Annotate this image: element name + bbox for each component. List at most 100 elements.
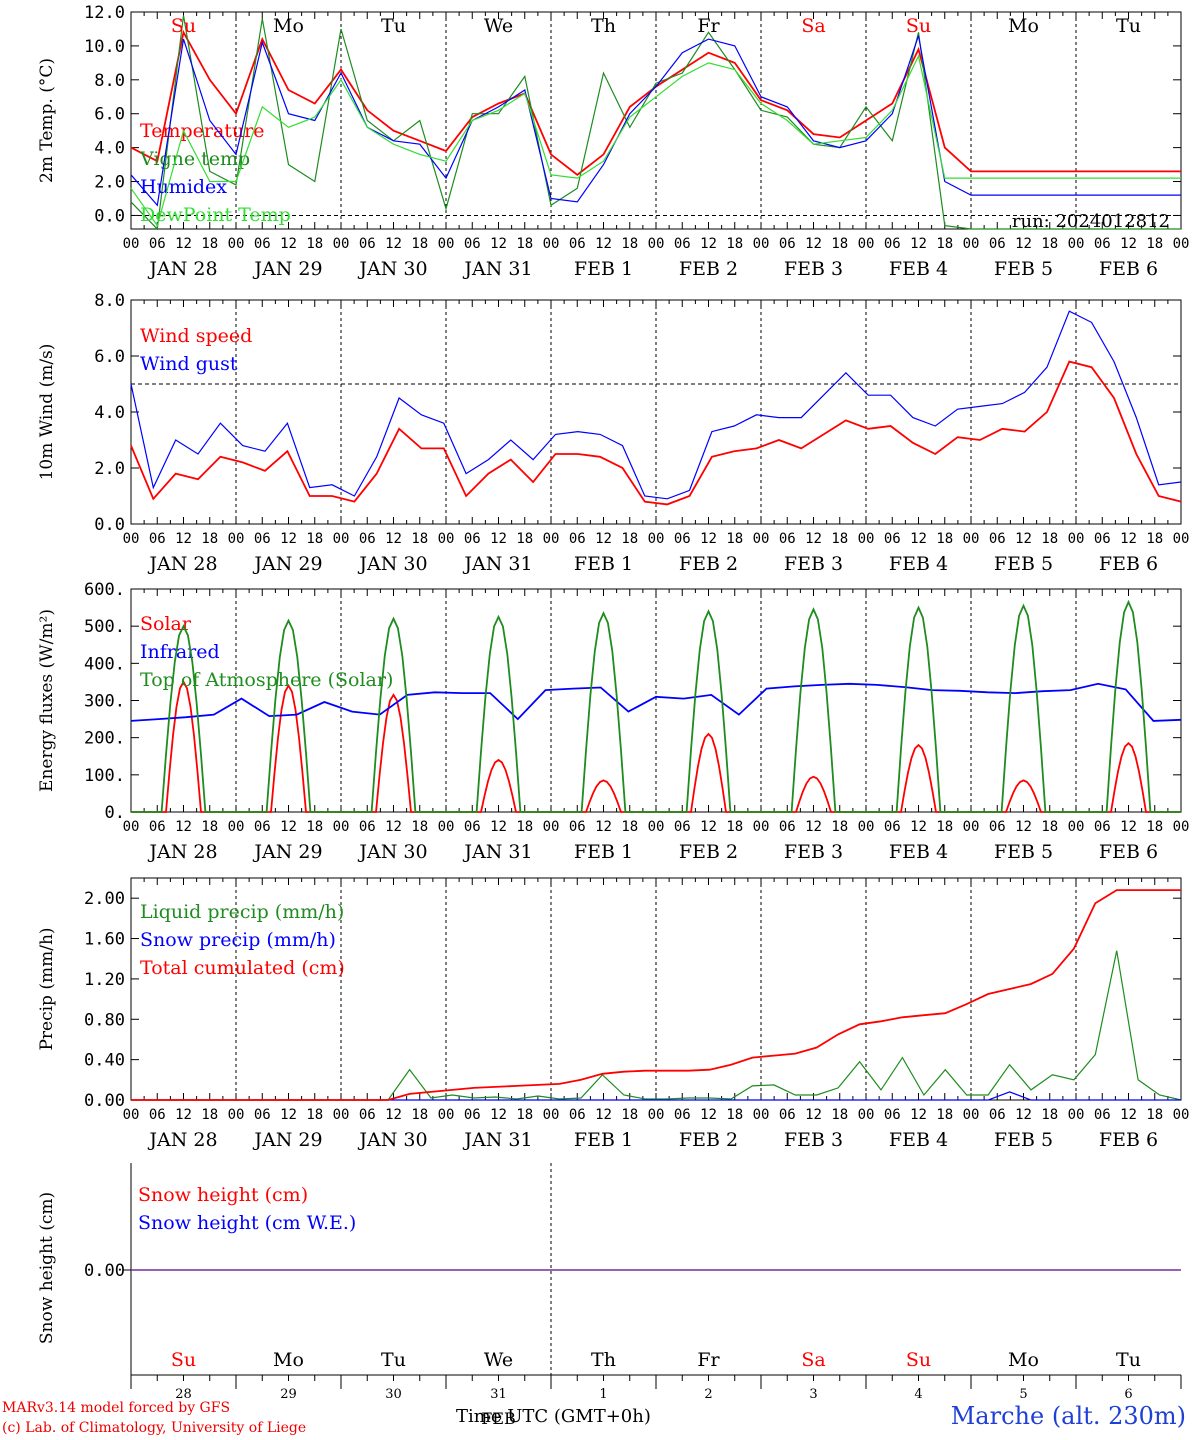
hour-tick-label: 00 (543, 819, 560, 835)
hour-tick-label: 18 (1041, 819, 1058, 835)
day-label: FEB 4 (889, 1129, 948, 1151)
hour-tick-label: 18 (306, 531, 323, 547)
hour-tick-label: 18 (201, 531, 218, 547)
hour-tick-label: 00 (648, 531, 665, 547)
weekday-label: Sa (801, 15, 825, 37)
hour-tick-label: 18 (726, 531, 743, 547)
legend-entry: Solar (140, 613, 192, 635)
ytick-label: 100. (84, 766, 125, 786)
legend-entry: Wind gust (140, 353, 238, 375)
day-label: JAN 30 (357, 841, 427, 863)
hour-tick-label: 00 (963, 236, 980, 252)
ytick-label: 12.0 (84, 3, 125, 23)
hour-tick-label: 18 (726, 1107, 743, 1123)
day-number-label: 1 (599, 1387, 607, 1402)
hour-tick-label: 06 (779, 819, 796, 835)
hour-tick-label: 18 (1041, 1107, 1058, 1123)
hour-tick-label: 18 (621, 1107, 638, 1123)
weekday-label: Fr (697, 15, 720, 37)
legend-entry: Vigne temp (139, 148, 250, 170)
weekday-label: Mo (273, 15, 304, 37)
ytick-label: 8.0 (94, 71, 125, 91)
hour-tick-label: 12 (1120, 819, 1137, 835)
day-number-label: 28 (175, 1387, 192, 1402)
day-label: FEB 2 (679, 1129, 738, 1151)
hour-tick-label: 00 (123, 531, 140, 547)
hour-tick-label: 06 (779, 1107, 796, 1123)
hour-tick-label: 00 (438, 531, 455, 547)
hour-tick-label: 06 (464, 531, 481, 547)
hour-tick-label: 12 (595, 1107, 612, 1123)
hour-tick-label: 06 (359, 1107, 376, 1123)
hour-tick-label: 18 (306, 819, 323, 835)
hour-tick-label: 12 (805, 819, 822, 835)
hour-tick-label: 12 (175, 236, 192, 252)
day-label: FEB 3 (784, 841, 843, 863)
hour-tick-label: 12 (1015, 1107, 1032, 1123)
day-label: FEB 1 (574, 841, 633, 863)
hour-tick-label: 12 (175, 1107, 192, 1123)
hour-tick-label: 18 (726, 819, 743, 835)
day-label: FEB 5 (994, 841, 1053, 863)
ytick-label: 4.0 (94, 403, 125, 423)
ytick-label: 2.00 (84, 889, 125, 909)
hour-tick-label: 06 (569, 236, 586, 252)
day-label: FEB 4 (889, 841, 948, 863)
ytick-label: 600. (84, 580, 125, 600)
day-label: FEB 5 (994, 553, 1053, 575)
hour-tick-label: 18 (621, 531, 638, 547)
ytick-label: 0.40 (84, 1051, 125, 1071)
hour-tick-label: 18 (306, 236, 323, 252)
hour-tick-label: 18 (621, 236, 638, 252)
weekday-label: We (484, 15, 513, 37)
hour-tick-label: 06 (779, 531, 796, 547)
ytick-label: 300. (84, 692, 125, 712)
day-label: FEB 3 (784, 258, 843, 280)
hour-tick-label: 18 (726, 236, 743, 252)
hour-tick-label: 18 (1146, 236, 1163, 252)
hour-tick-label: 00 (1173, 531, 1190, 547)
ytick-label: 4.0 (94, 139, 125, 159)
series-line-wind-gust (130, 310, 1182, 500)
ytick-label: 200. (84, 729, 125, 749)
hour-tick-label: 00 (753, 1107, 770, 1123)
hour-tick-label: 18 (831, 531, 848, 547)
hour-tick-label: 00 (123, 1107, 140, 1123)
hour-tick-label: 12 (175, 531, 192, 547)
hour-tick-label: 06 (464, 819, 481, 835)
hour-tick-label: 12 (490, 236, 507, 252)
day-label: JAN 28 (147, 1129, 217, 1151)
day-label: FEB 5 (994, 1129, 1053, 1151)
hour-tick-label: 18 (831, 236, 848, 252)
hour-tick-label: 18 (201, 1107, 218, 1123)
day-label: FEB 3 (784, 1129, 843, 1151)
hour-tick-label: 12 (700, 236, 717, 252)
hour-tick-label: 06 (989, 1107, 1006, 1123)
hour-tick-label: 18 (411, 531, 428, 547)
hour-tick-label: 06 (1094, 819, 1111, 835)
day-label: JAN 30 (357, 1129, 427, 1151)
hour-tick-label: 06 (254, 1107, 271, 1123)
hour-tick-label: 00 (123, 236, 140, 252)
day-number-label: 4 (914, 1387, 922, 1402)
hour-tick-label: 06 (884, 531, 901, 547)
hour-tick-label: 18 (201, 819, 218, 835)
hour-tick-label: 12 (1015, 236, 1032, 252)
legend-entry: Liquid precip (mm/h) (140, 901, 344, 923)
day-label: FEB 5 (994, 258, 1053, 280)
hour-tick-label: 12 (805, 236, 822, 252)
hour-tick-label: 00 (438, 1107, 455, 1123)
hour-tick-label: 18 (516, 236, 533, 252)
hour-tick-label: 06 (674, 531, 691, 547)
hour-tick-label: 06 (359, 236, 376, 252)
hour-tick-label: 00 (333, 531, 350, 547)
hour-tick-label: 06 (464, 1107, 481, 1123)
hour-tick-label: 00 (753, 236, 770, 252)
hour-tick-label: 00 (1068, 1107, 1085, 1123)
hour-tick-label: 18 (1146, 1107, 1163, 1123)
hour-tick-label: 06 (569, 531, 586, 547)
day-label: JAN 29 (252, 841, 322, 863)
day-label: JAN 31 (462, 1129, 532, 1151)
hour-tick-label: 00 (228, 1107, 245, 1123)
legend-entry: Snow height (cm W.E.) (138, 1212, 356, 1234)
